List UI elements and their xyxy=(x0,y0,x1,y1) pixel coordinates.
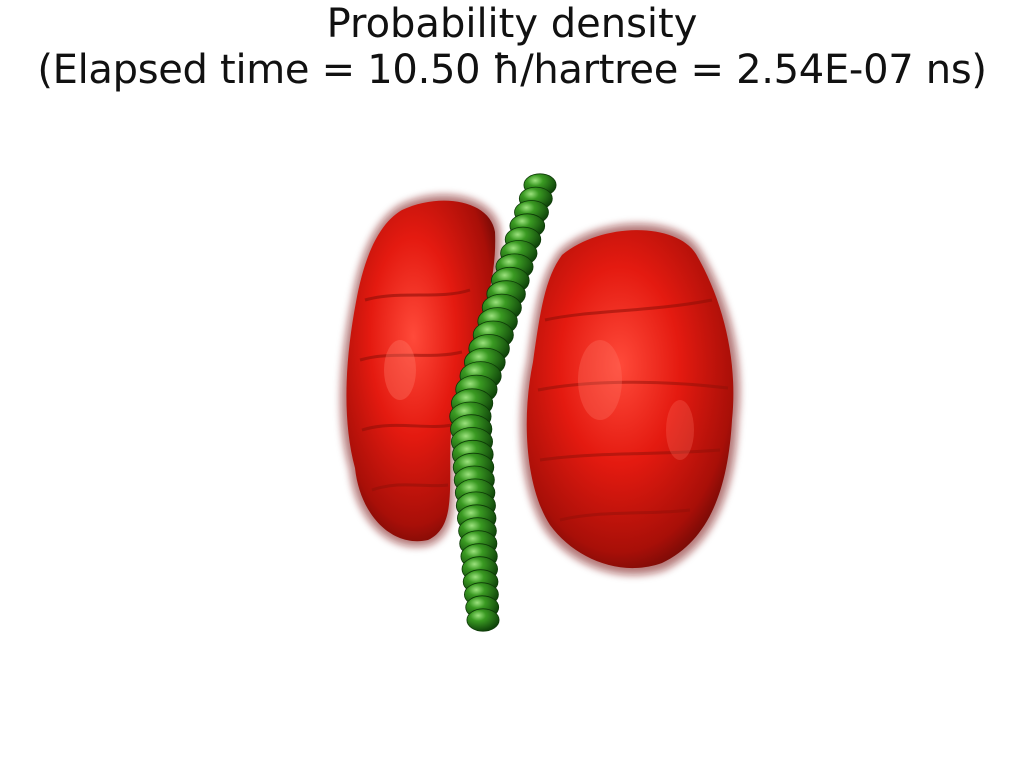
title-line-2: (Elapsed time = 10.50 ħ/hartree = 2.54E-… xyxy=(37,47,987,93)
title-line-1: Probability density xyxy=(326,1,698,47)
left-density-lobe xyxy=(340,194,501,547)
figure-title: Probability density (Elapsed time = 10.5… xyxy=(0,0,1024,94)
right-density-lobe xyxy=(521,223,740,576)
atom-chain xyxy=(449,173,557,632)
chain-atom xyxy=(466,608,500,632)
